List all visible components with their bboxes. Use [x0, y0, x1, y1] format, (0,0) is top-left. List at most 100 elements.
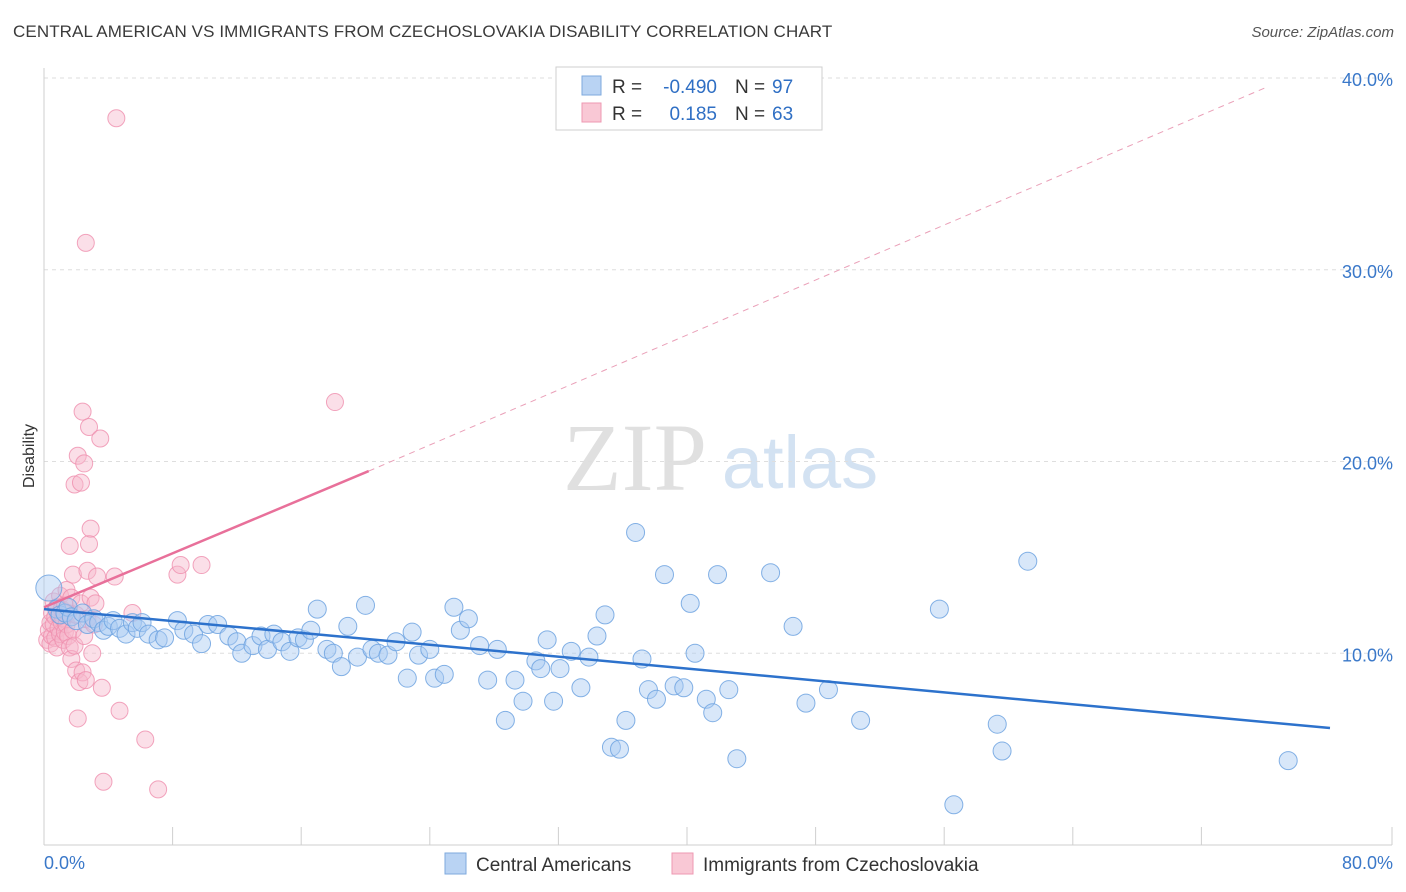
central-point-74 — [587, 626, 607, 646]
central-point-68 — [537, 630, 557, 650]
central-point-20 — [148, 630, 168, 650]
central-point-85 — [674, 678, 694, 698]
czech-point-47 — [78, 561, 97, 580]
central-point-81 — [638, 680, 658, 700]
central-point-83 — [654, 565, 674, 585]
czech-point-45 — [76, 233, 95, 252]
czech-point-52 — [81, 588, 100, 607]
central-point-95 — [796, 693, 816, 713]
central-point-56 — [434, 664, 454, 684]
czech-point-66 — [168, 565, 187, 584]
central-point-53 — [409, 645, 429, 665]
czech-point-53 — [83, 644, 102, 663]
central-point-60 — [470, 636, 490, 656]
central-point-71 — [561, 641, 581, 661]
central-american-points — [35, 522, 1298, 815]
stats-legend: R = -0.490 N = 97 R = 0.185 N = 63 — [555, 66, 823, 131]
czech-point-68 — [192, 556, 211, 575]
czech-point-67 — [171, 556, 190, 575]
source-credit: Source: ZipAtlas.com — [1251, 24, 1394, 41]
trend-lines — [43, 87, 1331, 730]
czech-point-41 — [73, 402, 92, 421]
czech-point-65 — [149, 780, 168, 799]
grid-lines — [44, 77, 1392, 654]
central-point-91 — [719, 680, 739, 700]
central-point-44 — [338, 616, 358, 636]
czech-point-26 — [60, 536, 79, 555]
bottom-legend-swatch-czech — [671, 852, 694, 875]
watermark-zip: ZIP — [563, 404, 707, 511]
legend-r-label-czech: R = — [612, 104, 642, 125]
central-point-97 — [851, 710, 871, 730]
czech-point-59 — [94, 772, 113, 791]
czech-point-57 — [91, 429, 110, 448]
central-point-87 — [685, 643, 705, 663]
central-point-46 — [356, 595, 375, 615]
czech-point-38 — [70, 673, 89, 692]
central-point-15 — [116, 624, 136, 644]
czech-point-50 — [80, 534, 99, 553]
czech-point-35 — [67, 661, 86, 680]
czech-point-43 — [75, 454, 94, 473]
czech-point-49 — [80, 417, 99, 436]
czech-point-33 — [65, 636, 84, 655]
x-tick-label-min: 0.0% — [44, 853, 85, 873]
central-point-29 — [227, 632, 247, 652]
legend-swatch-central — [581, 75, 602, 96]
series-legend: Central Americans Immigrants from Czecho… — [444, 852, 979, 876]
czech-points — [38, 109, 344, 799]
y-tick-label-0: 10.0% — [1342, 645, 1393, 665]
chart-title: CENTRAL AMERICAN VS IMMIGRANTS FROM CZEC… — [13, 22, 833, 41]
x-tick-labels: 0.0% 80.0% — [44, 853, 1393, 873]
central-trend-line — [43, 607, 1331, 730]
central-point-76 — [601, 737, 621, 757]
czech-point-25 — [59, 626, 78, 645]
czech-point-69 — [325, 393, 344, 412]
czech-point-44 — [75, 626, 94, 645]
y-tick-label-2: 30.0% — [1342, 262, 1393, 282]
central-point-48 — [368, 643, 388, 663]
central-point-55 — [425, 668, 445, 688]
central-point-103 — [1278, 751, 1298, 771]
czech-point-62 — [110, 701, 129, 720]
central-point-92 — [727, 749, 747, 769]
central-point-79 — [626, 522, 646, 542]
central-point-84 — [664, 676, 684, 696]
czech-point-46 — [76, 671, 95, 690]
czech-point-32 — [65, 475, 84, 494]
central-point-30 — [232, 643, 252, 663]
watermark-atlas: atlas — [722, 421, 878, 504]
legend-r-value-czech: 0.185 — [669, 104, 717, 125]
central-point-82 — [646, 689, 666, 709]
legend-n-label-central: N = — [735, 77, 765, 98]
czech-point-37 — [68, 709, 87, 728]
central-point-86 — [680, 593, 700, 613]
czech-point-39 — [71, 473, 90, 492]
central-point-21 — [155, 628, 175, 648]
central-point-61 — [478, 670, 498, 690]
central-point-24 — [183, 624, 203, 644]
central-point-43 — [331, 657, 351, 677]
central-point-38 — [294, 630, 314, 650]
central-point-73 — [579, 647, 599, 667]
bottom-legend-label-central: Central Americans — [476, 855, 631, 876]
czech-point-28 — [62, 650, 81, 669]
x-tick-label-max: 80.0% — [1342, 853, 1393, 873]
central-point-69 — [544, 691, 564, 711]
central-point-72 — [571, 678, 591, 698]
central-point-31 — [243, 636, 263, 656]
central-point-0 — [35, 574, 63, 602]
legend-swatch-czech — [581, 102, 602, 123]
y-axis-label: Disability — [21, 424, 38, 488]
central-point-98 — [929, 599, 949, 619]
central-point-89 — [703, 703, 723, 723]
central-point-77 — [609, 739, 629, 759]
central-point-67 — [531, 659, 551, 679]
central-point-64 — [505, 670, 525, 690]
central-point-75 — [595, 605, 615, 625]
central-point-40 — [307, 599, 327, 619]
bottom-legend-swatch-central — [444, 852, 467, 875]
central-point-51 — [397, 668, 417, 688]
central-point-101 — [992, 741, 1012, 761]
